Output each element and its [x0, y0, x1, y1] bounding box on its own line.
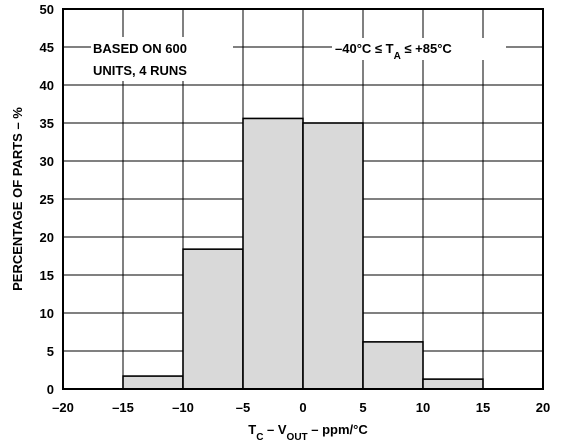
annotation-right-part1: –40°C ≤ T [335, 41, 394, 56]
y-tick-label: 15 [40, 268, 54, 283]
x-axis-label-rest: – ppm/°C [308, 422, 369, 437]
x-axis-label-dash: – V [263, 422, 286, 437]
y-tick-label: 30 [40, 154, 54, 169]
x-axis-label-t: T [248, 422, 256, 437]
histogram-bar [242, 117, 304, 390]
annotation-left-background [91, 37, 233, 81]
x-tick-label: 20 [536, 400, 550, 415]
x-axis-label-v-sub: OUT [287, 432, 308, 442]
x-tick-label: 15 [476, 400, 490, 415]
x-tick-labels: –20 –15 –10 –5 0 5 10 15 20 [52, 400, 550, 415]
annotation-right-sub: A [394, 51, 401, 62]
x-tick-label: –5 [236, 400, 250, 415]
x-tick-label: –15 [112, 400, 134, 415]
x-tick-label: 5 [359, 400, 366, 415]
annotation-right-temperature: –40°C ≤ TA ≤ +85°C [335, 41, 452, 62]
y-tick-label: 25 [40, 192, 54, 207]
annotation-left-line2: UNITS, 4 RUNS [93, 63, 187, 78]
histogram-bar [122, 375, 184, 390]
annotation-right-background [332, 38, 506, 60]
y-tick-label: 40 [40, 78, 54, 93]
y-tick-label: 20 [40, 230, 54, 245]
y-tick-label: 50 [40, 2, 54, 17]
bars [122, 117, 484, 390]
y-axis-label: PERCENTAGE OF PARTS – % [10, 107, 25, 291]
x-axis-label-t-sub: C [256, 432, 263, 442]
histogram-bar [182, 248, 244, 390]
x-axis-label: TC – VOUT – ppm/°C [248, 422, 368, 442]
y-tick-label: 5 [47, 344, 54, 359]
x-tick-label: 10 [416, 400, 430, 415]
x-tick-label: –10 [172, 400, 194, 415]
y-tick-labels: 0 5 10 15 20 25 30 35 40 45 50 [40, 2, 54, 397]
y-tick-label: 45 [40, 40, 54, 55]
y-tick-label: 0 [47, 382, 54, 397]
plot-frame [62, 8, 544, 390]
annotation-right-part2: ≤ +85°C [401, 41, 453, 56]
y-tick-label: 10 [40, 306, 54, 321]
x-tick-label: –20 [52, 400, 74, 415]
annotation-left-line1: BASED ON 600 [93, 41, 187, 56]
y-tick-label: 35 [40, 116, 54, 131]
histogram-bar [422, 378, 484, 390]
histogram-bar [302, 122, 364, 390]
histogram-bar [362, 341, 424, 390]
x-tick-label: 0 [299, 400, 306, 415]
